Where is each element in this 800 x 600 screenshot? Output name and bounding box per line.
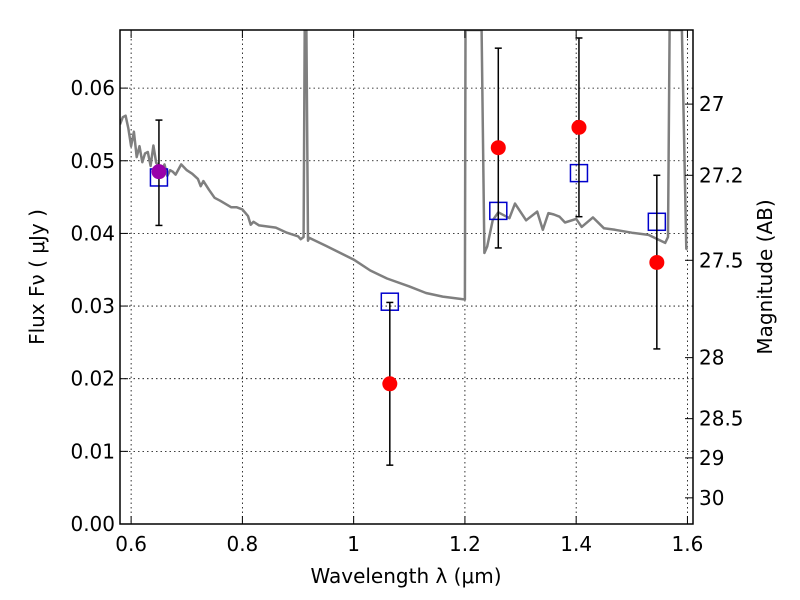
observed-point [382,376,398,392]
right-tick-label: 27.2 [699,163,744,187]
y-tick-label: 0.04 [70,221,115,245]
right-tick-label: 28.5 [699,407,744,431]
x-tick-label: 1.6 [672,532,704,556]
x-axis-label: Wavelength λ (μm) [310,564,501,588]
observed-point [571,119,587,135]
observed-point [151,164,167,180]
right-tick-label: 28 [699,346,724,370]
x-tick-label: 1 [347,532,360,556]
x-tick-label: 0.8 [226,532,258,556]
y-tick-label: 0.02 [70,367,115,391]
plot-area [120,30,693,524]
y-axis-label: Flux Fν ( μJy ) [25,209,49,345]
plot-frame [119,29,694,525]
ticks: 0.6 0.8 1 1.2 1.4 1.6 0.00 0.01 0.02 0.03 0.04 0.05… [70,30,744,556]
y-tick-label: 0.05 [70,149,115,173]
right-tick-label: 27 [699,92,724,116]
x-tick-label: 1.4 [560,532,592,556]
plot-content [120,30,689,466]
y-tick-label: 0.03 [70,294,115,318]
y-tick-label: 0.06 [70,76,115,100]
y-tick-label: 0.01 [70,439,115,463]
x-tick-label: 1.2 [449,532,481,556]
observed-point [649,254,665,270]
right-tick-label: 27.5 [699,248,744,272]
observed-point [490,140,506,156]
y-tick-label: 0.00 [70,512,115,536]
right-tick-label: 29 [699,446,724,470]
right-tick-label: 30 [699,486,724,510]
right-axis-label: Magnitude (AB) [753,199,777,354]
x-tick-label: 0.6 [115,532,147,556]
